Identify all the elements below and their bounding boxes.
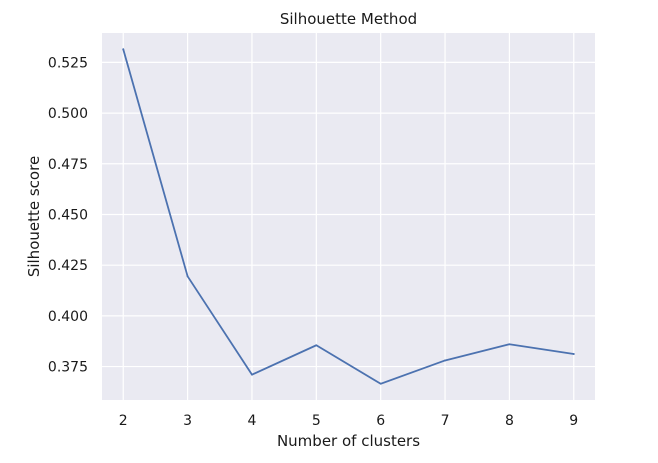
plot-area [102,33,595,400]
data-point [572,353,575,355]
x-tick-label: 5 [312,413,321,429]
x-tick-label: 2 [119,413,128,429]
y-tick-label: 0.450 [48,207,88,223]
data-point [444,359,446,362]
x-tick-label: 7 [441,413,450,429]
y-tick-label: 0.425 [48,258,88,274]
x-tick-label: 3 [183,413,192,429]
data-point [186,275,189,278]
chart-title: Silhouette Method [280,10,417,28]
data-point [379,382,382,385]
y-tick-label: 0.400 [48,309,88,325]
data-point [251,373,253,376]
x-tick-label: 6 [376,413,385,429]
data-point [122,48,125,51]
series-layer [122,48,575,385]
x-tick-label: 4 [247,413,256,429]
y-tick-label: 0.525 [48,55,88,71]
y-tick-label: 0.475 [48,157,88,173]
y-tick-label: 0.375 [48,360,88,376]
x-axis-label: Number of clusters [277,432,420,450]
y-axis-label: Silhouette score [25,156,43,277]
x-tick-label: 9 [569,413,578,429]
y-tick-label: 0.500 [48,106,88,122]
x-tick-label: 8 [505,413,514,429]
series-line [122,48,575,385]
tick-labels: 2 3 4 5 6 7 8 9 0.375 0.400 0.425 0.450 0.475 0.500 0.… [48,55,578,429]
data-point [315,344,318,347]
data-point [508,343,511,346]
